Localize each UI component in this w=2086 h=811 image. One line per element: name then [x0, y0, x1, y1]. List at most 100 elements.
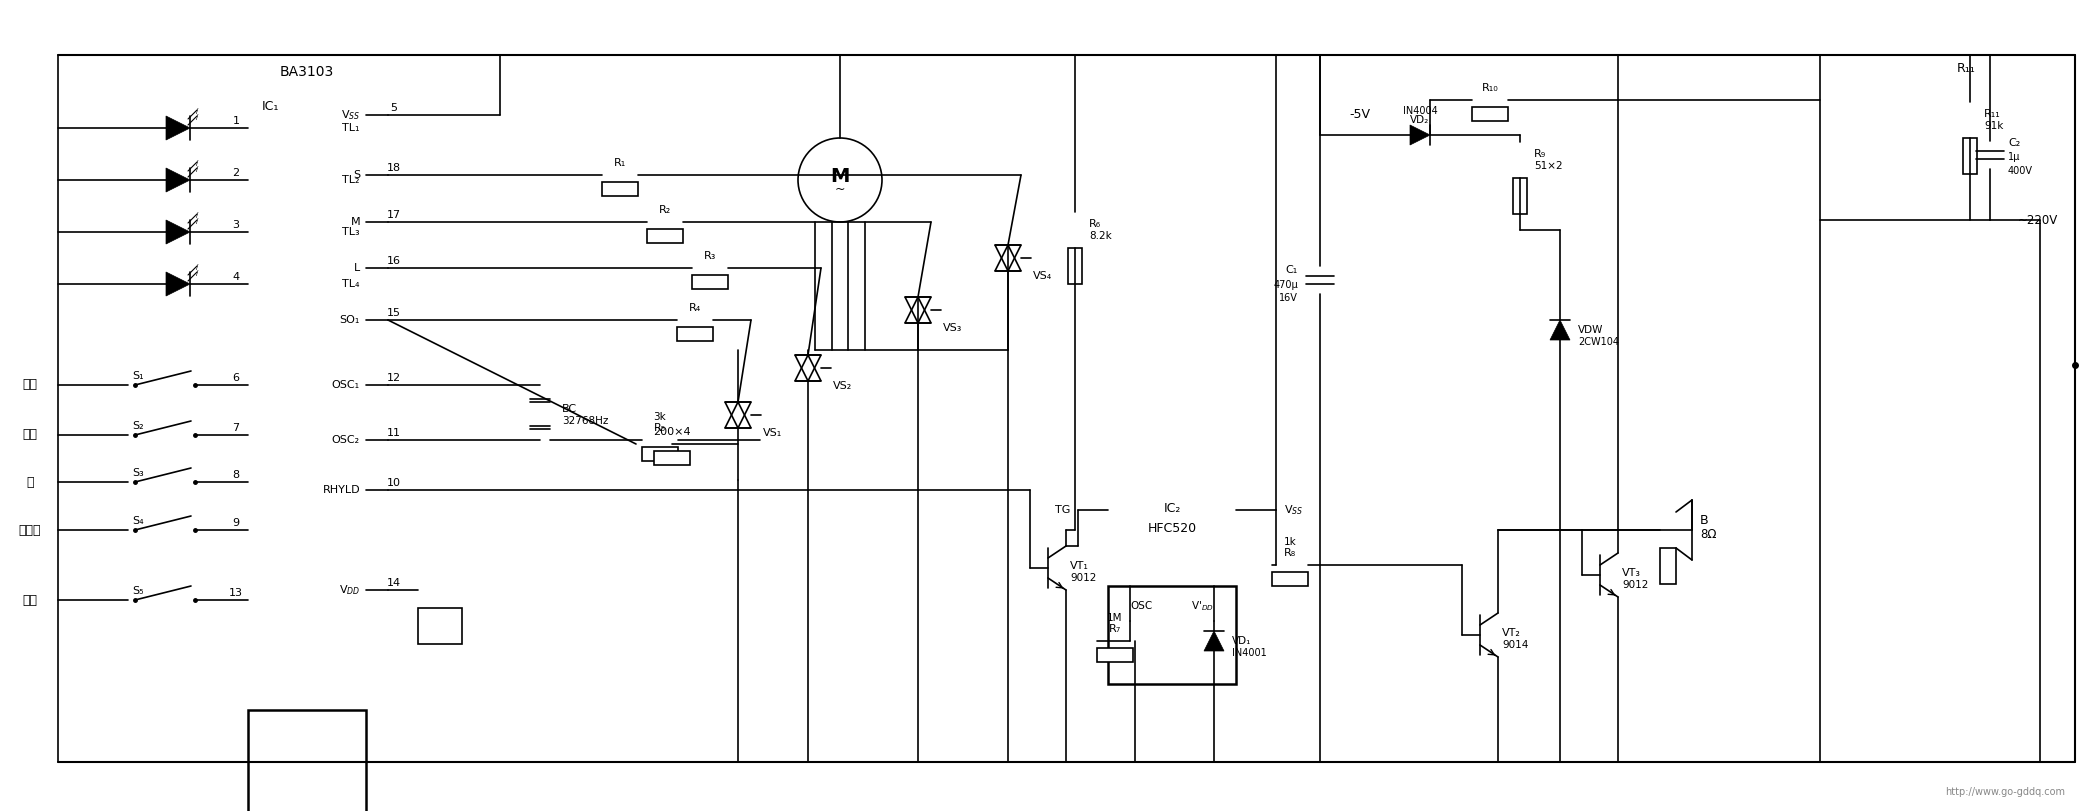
Text: 5: 5 [390, 103, 398, 113]
Text: BC: BC [561, 404, 578, 414]
Text: 9: 9 [232, 518, 240, 528]
Text: V'$_{DD}$: V'$_{DD}$ [1191, 599, 1214, 613]
Bar [1068, 248, 1083, 284]
Text: OSC₂: OSC₂ [332, 435, 361, 445]
Text: R₅: R₅ [653, 423, 665, 433]
Text: TL₂: TL₂ [342, 175, 361, 185]
Text: R₆: R₆ [1089, 219, 1101, 229]
Text: IN4004: IN4004 [1402, 106, 1437, 116]
Text: S: S [353, 170, 361, 180]
Bar [693, 275, 728, 289]
Text: http://www.go-gddq.com: http://www.go-gddq.com [1944, 787, 2065, 797]
Text: 关: 关 [27, 475, 33, 488]
Text: VS₃: VS₃ [943, 323, 962, 333]
Text: 8.2k: 8.2k [1089, 231, 1112, 241]
Text: 2CW104: 2CW104 [1577, 337, 1619, 347]
Text: VD₁: VD₁ [1233, 636, 1252, 646]
Text: R₂: R₂ [659, 205, 672, 215]
Text: 470μ: 470μ [1272, 280, 1297, 290]
Text: /: / [196, 218, 198, 224]
Text: SO₁: SO₁ [340, 315, 361, 325]
Text: IC₂: IC₂ [1164, 501, 1181, 514]
Text: VT₂: VT₂ [1502, 628, 1521, 638]
Text: HFC520: HFC520 [1147, 521, 1197, 534]
Text: 8: 8 [232, 470, 240, 480]
Text: 4: 4 [232, 272, 240, 282]
Polygon shape [1550, 320, 1571, 340]
Text: 10: 10 [388, 478, 401, 488]
Text: 91k: 91k [1984, 121, 2003, 131]
Text: VS₄: VS₄ [1033, 271, 1051, 281]
Text: 1M: 1M [1108, 613, 1122, 623]
Text: 14: 14 [386, 578, 401, 588]
Text: 风速: 风速 [23, 428, 38, 441]
Text: 9012: 9012 [1070, 573, 1097, 583]
Text: IN4001: IN4001 [1233, 648, 1266, 658]
Text: TL₃: TL₃ [342, 227, 361, 237]
Bar [1512, 178, 1527, 214]
Text: RHYLD: RHYLD [323, 485, 361, 495]
Text: 3: 3 [232, 220, 240, 230]
Text: /: / [196, 114, 198, 120]
Text: 自然风: 自然风 [19, 523, 42, 537]
Text: R₄: R₄ [688, 303, 701, 313]
Text: 8Ω: 8Ω [1700, 529, 1717, 542]
Text: /: / [196, 166, 198, 172]
Text: 3k: 3k [653, 412, 665, 422]
Text: 1: 1 [232, 116, 240, 126]
Polygon shape [1410, 125, 1431, 145]
Text: VT₃: VT₃ [1623, 568, 1642, 578]
Text: OSC: OSC [1131, 601, 1151, 611]
Text: 12: 12 [386, 373, 401, 383]
Bar [248, 710, 365, 811]
Text: C₂: C₂ [2009, 138, 2019, 148]
Text: 定时: 定时 [23, 379, 38, 392]
Text: ~220V: ~220V [2017, 213, 2059, 226]
Text: BA3103: BA3103 [280, 65, 334, 79]
Text: ~: ~ [834, 182, 845, 195]
Text: C₁: C₁ [1285, 265, 1297, 275]
Polygon shape [167, 168, 190, 192]
Text: 摆头: 摆头 [23, 594, 38, 607]
Text: 11: 11 [388, 428, 401, 438]
Text: R₈: R₈ [1285, 548, 1295, 558]
Text: M: M [830, 168, 849, 187]
Text: 9012: 9012 [1623, 580, 1648, 590]
Polygon shape [167, 220, 190, 244]
Polygon shape [167, 272, 190, 296]
Bar [1963, 138, 1978, 174]
Bar [1108, 586, 1237, 684]
Bar [1272, 572, 1308, 586]
Polygon shape [1204, 631, 1224, 651]
Text: /: / [196, 264, 198, 270]
Text: 15: 15 [388, 308, 401, 318]
Text: R₁: R₁ [613, 158, 626, 168]
Text: 1k: 1k [1283, 537, 1295, 547]
Text: VS₂: VS₂ [832, 381, 853, 391]
Text: 16: 16 [388, 256, 401, 266]
Text: S₄: S₄ [131, 516, 144, 526]
Text: IC₁: IC₁ [263, 100, 280, 113]
Bar [647, 229, 682, 243]
Text: S₂: S₂ [131, 421, 144, 431]
Text: /: / [196, 160, 198, 166]
Text: 9014: 9014 [1502, 640, 1529, 650]
Text: S₁: S₁ [131, 371, 144, 381]
Bar [603, 182, 638, 196]
Bar [1473, 107, 1508, 121]
Bar [642, 447, 678, 461]
Text: R₃: R₃ [703, 251, 715, 261]
Text: 7: 7 [232, 423, 240, 433]
Bar [678, 327, 713, 341]
Text: M: M [350, 217, 361, 227]
Text: 17: 17 [386, 210, 401, 220]
Text: V$_{DD}$: V$_{DD}$ [338, 583, 361, 597]
Text: S₃: S₃ [131, 468, 144, 478]
Bar [1660, 548, 1675, 584]
Text: R₇: R₇ [1110, 624, 1120, 634]
Text: TL₄: TL₄ [342, 279, 361, 289]
Text: R₉: R₉ [1533, 149, 1546, 159]
Text: S₅: S₅ [131, 586, 144, 596]
Text: R₁₁: R₁₁ [1957, 62, 1975, 75]
Text: VDW: VDW [1577, 325, 1604, 335]
